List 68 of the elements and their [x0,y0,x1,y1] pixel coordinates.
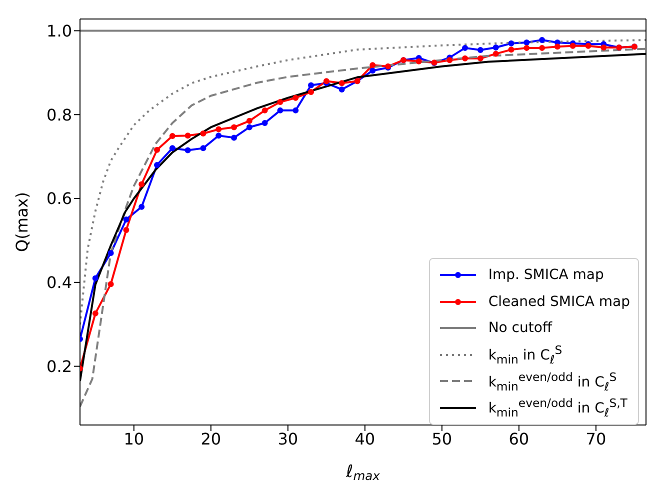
point [600,44,607,51]
point [446,57,453,64]
legend-label: Cleaned SMICA map [488,294,630,310]
point [477,47,484,54]
x-axis-title: ℓ$_{max}$ [345,462,381,483]
point [200,145,206,152]
point [292,94,299,101]
x-tick-label: 10 [124,429,144,448]
point [246,118,252,124]
y-tick-label: 0.4 [46,273,72,292]
y-tick-label: 0.8 [46,105,72,124]
point [231,124,238,130]
point [524,44,530,51]
point [169,145,176,152]
x-tick-label: 70 [586,429,606,448]
point [92,310,98,316]
point [508,46,514,53]
point [338,80,345,86]
point [216,126,222,132]
point [370,62,376,68]
point [554,44,560,50]
point [292,107,299,114]
point [262,107,268,114]
legend-label: No cutoff [488,320,552,336]
point [216,132,222,139]
point [277,107,284,114]
y-tick-label: 0.2 [46,356,72,376]
point [277,99,284,106]
x-tick-label: 20 [200,429,222,448]
point [370,68,376,74]
point [308,88,314,95]
point [108,250,114,256]
point [184,132,191,139]
x-tick-label: 60 [508,429,530,448]
point [184,147,191,154]
y-axis-title: Q(max) [12,192,32,252]
point [477,55,484,62]
point [138,181,145,188]
point [462,44,468,51]
x-tick-label: 40 [354,429,376,448]
point [539,36,546,43]
point [492,50,499,57]
point [231,134,238,141]
point [154,146,160,153]
point [123,226,130,233]
point [169,133,176,140]
point [416,58,422,64]
point [492,44,499,51]
y-tick-label: 1.0 [46,21,72,40]
legend-label: Imp. SMICA map [488,267,604,284]
point [262,120,268,126]
point [508,40,514,46]
point [338,86,345,92]
point [246,124,252,130]
point [92,275,98,282]
y-tick-label: 0.6 [46,189,72,208]
x-tick-label: 50 [432,429,452,448]
point [524,39,530,46]
point [108,281,114,288]
point [570,42,576,49]
point [200,130,206,136]
point [138,204,145,210]
point [539,44,546,51]
point [154,162,160,168]
point [123,216,130,222]
point [462,55,468,62]
x-tick-label: 30 [278,429,298,448]
point [308,82,314,88]
